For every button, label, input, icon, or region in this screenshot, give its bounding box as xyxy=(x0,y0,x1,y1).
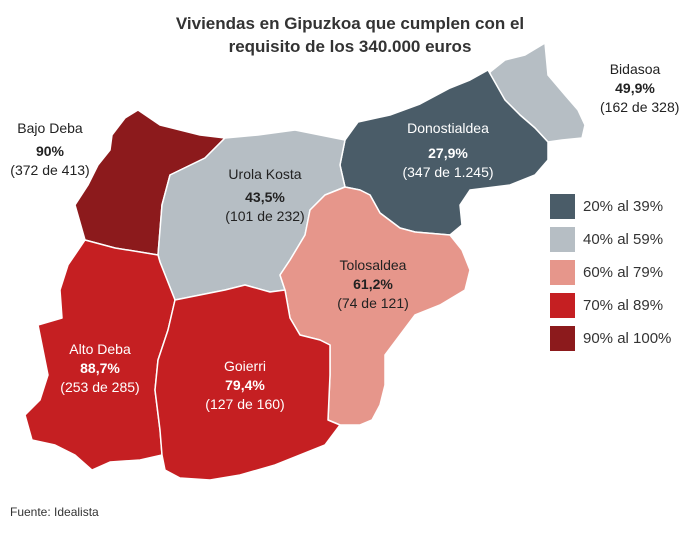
tolosaldea-percent: 61,2% xyxy=(353,276,393,292)
legend-swatch xyxy=(550,292,575,318)
donostialdea-percent: 27,9% xyxy=(428,145,468,161)
urola-kosta-percent: 43,5% xyxy=(245,189,285,205)
bidasoa-count: (162 de 328) xyxy=(600,99,680,115)
bajo-deba-count: (372 de 413) xyxy=(10,162,90,178)
urola-kosta-count: (101 de 232) xyxy=(225,208,305,224)
legend-item: 70% al 89% xyxy=(550,292,671,318)
title-line-2: requisito de los 340.000 euros xyxy=(228,37,472,56)
bajo-deba-percent: 90% xyxy=(35,143,65,159)
bidasoa-name: Bidasoa xyxy=(609,61,661,77)
bajo-deba-name: Bajo Deba xyxy=(17,120,83,136)
label-goierri: Goierri 79,4% (127 de 160) xyxy=(190,357,300,414)
alto-deba-percent: 88,7% xyxy=(80,360,120,376)
legend-swatch xyxy=(550,259,575,285)
legend-swatch xyxy=(550,325,575,351)
goierri-percent: 79,4% xyxy=(225,377,265,393)
alto-deba-name: Alto Deba xyxy=(69,341,131,357)
region-alto-deba[interactable] xyxy=(24,239,176,471)
legend-item: 40% al 59% xyxy=(550,226,671,252)
goierri-count: (127 de 160) xyxy=(205,396,285,412)
donostialdea-name: Donostialdea xyxy=(407,120,489,136)
tolosaldea-name: Tolosaldea xyxy=(339,257,407,273)
label-alto-deba: Alto Deba 88,7% (253 de 285) xyxy=(45,340,155,397)
label-bidasoa: Bidasoa 49,9% (162 de 328) xyxy=(600,60,680,117)
source-note: Fuente: Idealista xyxy=(10,505,99,519)
tolosaldea-count: (74 de 121) xyxy=(337,295,409,311)
region-tolosaldea[interactable] xyxy=(279,186,471,426)
urola-kosta-name: Urola Kosta xyxy=(228,166,302,182)
legend-label: 60% al 79% xyxy=(583,263,664,281)
label-tolosaldea: Tolosaldea 61,2% (74 de 121) xyxy=(318,256,428,313)
goierri-name: Goierri xyxy=(223,358,266,374)
legend-item: 20% al 39% xyxy=(550,193,671,219)
legend-item: 90% al 100% xyxy=(550,325,671,351)
legend: 20% al 39% 40% al 59% 60% al 79% 70% al … xyxy=(550,193,671,358)
legend-label: 20% al 39% xyxy=(583,197,664,215)
donostialdea-count: (347 de 1.245) xyxy=(402,164,494,180)
legend-swatch xyxy=(550,226,575,252)
bidasoa-percent: 49,9% xyxy=(615,80,655,96)
legend-label: 70% al 89% xyxy=(583,296,664,314)
legend-label: 90% al 100% xyxy=(583,329,672,347)
label-urola-kosta: Urola Kosta 43,5% (101 de 232) xyxy=(205,165,325,226)
region-goierri[interactable] xyxy=(154,284,341,481)
legend-swatch xyxy=(550,193,575,219)
alto-deba-count: (253 de 285) xyxy=(60,379,140,395)
map-title: Viviendas en Gipuzkoa que cumplen con el… xyxy=(150,12,550,58)
label-bajo-deba: Bajo Deba 90% (372 de 413) xyxy=(5,119,95,180)
legend-label: 40% al 59% xyxy=(583,230,664,248)
legend-item: 60% al 79% xyxy=(550,259,671,285)
title-line-1: Viviendas en Gipuzkoa que cumplen con el xyxy=(175,14,525,33)
label-donostialdea: Donostialdea 27,9% (347 de 1.245) xyxy=(383,119,513,182)
